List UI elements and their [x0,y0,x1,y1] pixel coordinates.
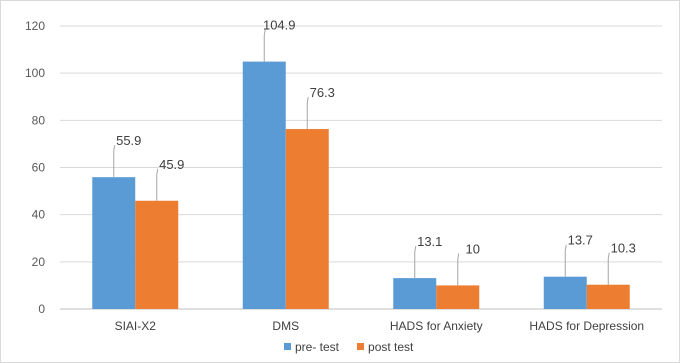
y-tick-label: 20 [32,255,46,269]
legend-swatch [284,343,291,350]
label-leader [156,168,159,201]
bar [92,177,136,309]
data-labels: 55.9 45.9 104.9 76.3 13.1 10 13.7 10.3 [116,18,636,257]
data-label: 13.7 [568,233,593,248]
data-label: 10.3 [611,241,636,256]
y-tick-label: 40 [32,208,46,222]
y-axis-ticks: 0 20 40 60 80 100 120 [25,19,45,316]
bar [586,284,630,309]
label-leader [306,96,309,130]
y-tick-label: 100 [25,66,45,80]
data-label: 55.9 [116,133,141,148]
bar [285,129,329,309]
category-label: DMS [272,319,299,333]
data-label: 10 [466,241,480,256]
data-label: 13.1 [417,234,442,249]
y-tick-label: 0 [38,302,45,316]
label-leader [414,246,417,279]
category-label: HADS for Anxiety [390,319,483,333]
bar [436,285,480,309]
bar [543,276,587,309]
data-label: 76.3 [310,85,335,100]
label-leader [457,253,460,286]
y-tick-label: 80 [32,113,46,127]
legend-label: post test [368,340,414,354]
bars [92,61,630,309]
label-leader [263,29,266,62]
data-label: 104.9 [263,18,296,33]
legend-swatch [357,343,365,350]
label-leader [607,252,610,285]
legend-label: pre- test [295,340,340,354]
legend: pre- test post test [284,340,414,354]
y-tick-label: 120 [25,19,45,33]
category-label: HADS for Depression [529,319,644,333]
bar [393,278,437,309]
label-leader [564,244,567,277]
category-label: SIAI-X2 [115,319,157,333]
label-leaders [113,29,610,286]
y-tick-label: 60 [32,161,46,175]
data-label: 45.9 [159,157,184,172]
label-leader [113,145,116,178]
bar [135,200,179,309]
bar [242,61,286,309]
x-axis-categories: SIAI-X2 DMS HADS for Anxiety HADS for Depre… [115,319,645,333]
